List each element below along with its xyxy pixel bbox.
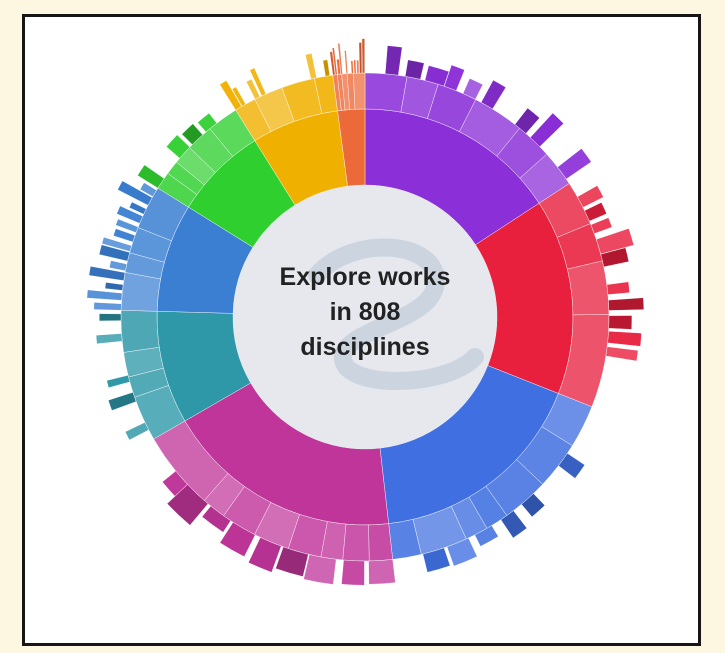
- center-title-line-1: Explore works: [280, 263, 451, 291]
- category-6-discipline[interactable]: [101, 236, 132, 252]
- category-1-subsegment[interactable]: [364, 72, 408, 113]
- category-2-discipline[interactable]: [607, 330, 642, 347]
- category-4-discipline[interactable]: [303, 554, 337, 585]
- category-7-discipline[interactable]: [181, 123, 203, 145]
- category-9-discipline[interactable]: [358, 42, 363, 74]
- category-2-discipline[interactable]: [608, 315, 633, 330]
- category-5-discipline[interactable]: [99, 313, 122, 322]
- category-2-discipline[interactable]: [596, 228, 635, 255]
- category-4-discipline[interactable]: [201, 505, 231, 533]
- category-2-discipline[interactable]: [590, 217, 613, 234]
- category-8-discipline[interactable]: [219, 80, 242, 111]
- category-4-discipline[interactable]: [219, 521, 256, 557]
- category-5-discipline[interactable]: [106, 375, 131, 388]
- category-6-discipline[interactable]: [116, 205, 144, 224]
- category-3-discipline[interactable]: [474, 525, 499, 547]
- category-6-discipline[interactable]: [117, 180, 153, 206]
- category-3-discipline[interactable]: [446, 537, 478, 567]
- category-7-discipline[interactable]: [137, 164, 165, 189]
- category-8-discipline[interactable]: [231, 86, 246, 107]
- category-4-subsegment[interactable]: [368, 523, 393, 562]
- category-9-discipline[interactable]: [331, 47, 338, 76]
- category-9-discipline[interactable]: [361, 38, 365, 74]
- category-6-discipline[interactable]: [128, 201, 147, 215]
- category-1-discipline[interactable]: [529, 112, 564, 148]
- category-5-discipline[interactable]: [124, 422, 149, 441]
- category-6-discipline[interactable]: [86, 289, 123, 301]
- category-3-discipline[interactable]: [500, 510, 528, 539]
- category-1-discipline[interactable]: [424, 65, 450, 87]
- category-8-discipline[interactable]: [305, 53, 317, 80]
- category-5-discipline[interactable]: [95, 333, 123, 345]
- category-6-discipline[interactable]: [139, 182, 157, 197]
- category-3-discipline[interactable]: [422, 547, 451, 573]
- category-2-discipline[interactable]: [577, 185, 604, 208]
- category-8-discipline[interactable]: [246, 78, 261, 100]
- category-6-discipline[interactable]: [113, 228, 136, 243]
- category-9-discipline[interactable]: [337, 43, 343, 75]
- category-3-discipline[interactable]: [558, 453, 586, 479]
- category-1-discipline[interactable]: [384, 45, 403, 76]
- chart-frame: Explore works in 808 disciplines: [22, 14, 701, 646]
- category-4-discipline[interactable]: [368, 559, 396, 585]
- category-9-discipline[interactable]: [356, 59, 360, 74]
- category-2-subsegment[interactable]: [567, 260, 610, 316]
- category-8-discipline[interactable]: [322, 59, 331, 77]
- category-1-discipline[interactable]: [514, 107, 540, 134]
- category-1-discipline[interactable]: [480, 79, 507, 110]
- category-9-subsegment[interactable]: [353, 72, 366, 110]
- category-1-discipline[interactable]: [443, 64, 465, 91]
- category-9-discipline[interactable]: [344, 50, 349, 74]
- category-6-discipline[interactable]: [88, 266, 126, 281]
- center-title-line-3: disciplines: [300, 333, 429, 361]
- center-title-line-2: in 808: [330, 298, 401, 326]
- category-5-subsegment[interactable]: [120, 310, 160, 353]
- category-7-discipline[interactable]: [197, 112, 218, 133]
- category-6-discipline[interactable]: [109, 260, 128, 272]
- category-4-discipline[interactable]: [275, 546, 309, 577]
- discipline-sunburst-chart[interactable]: Explore works in 808 disciplines: [25, 17, 701, 646]
- sunburst-wedges: [86, 38, 645, 586]
- category-4-discipline[interactable]: [162, 470, 188, 497]
- category-5-discipline[interactable]: [108, 392, 137, 411]
- category-9-discipline[interactable]: [350, 60, 354, 74]
- category-4-discipline[interactable]: [341, 559, 365, 586]
- category-6-discipline[interactable]: [98, 244, 130, 262]
- category-1-discipline[interactable]: [404, 59, 425, 80]
- category-2-discipline[interactable]: [605, 346, 639, 362]
- category-6-discipline[interactable]: [93, 302, 122, 311]
- category-2-discipline[interactable]: [600, 247, 630, 268]
- category-4-subsegment[interactable]: [342, 523, 370, 562]
- category-2-discipline[interactable]: [608, 297, 645, 311]
- category-7-discipline[interactable]: [166, 134, 191, 159]
- category-8-discipline[interactable]: [249, 67, 267, 97]
- category-1-discipline[interactable]: [462, 78, 484, 100]
- category-2-discipline[interactable]: [606, 281, 630, 295]
- category-6-discipline[interactable]: [104, 282, 124, 291]
- category-6-discipline[interactable]: [115, 218, 139, 233]
- category-3-discipline[interactable]: [521, 493, 546, 518]
- category-2-discipline[interactable]: [584, 202, 607, 222]
- category-1-discipline[interactable]: [557, 148, 592, 180]
- category-9-discipline[interactable]: [353, 59, 357, 74]
- logo-swirl-icon: [308, 238, 484, 390]
- category-9-discipline[interactable]: [329, 51, 336, 76]
- category-6-subsegment[interactable]: [120, 272, 161, 312]
- category-4-discipline[interactable]: [248, 537, 282, 573]
